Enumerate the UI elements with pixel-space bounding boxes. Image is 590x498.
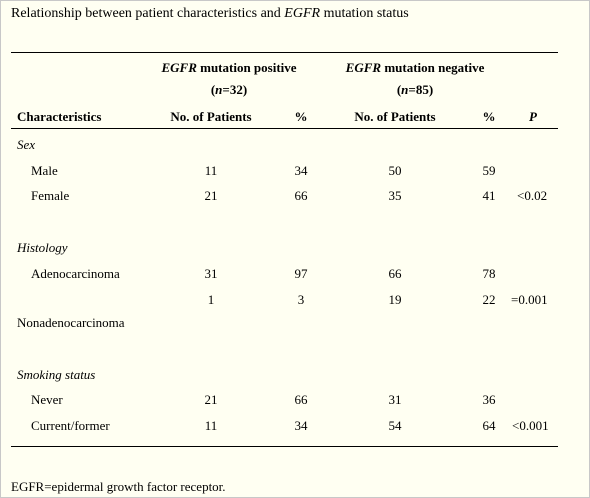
section-title-smoking: Smoking status bbox=[17, 367, 96, 382]
cell-neg-pct: 22 bbox=[482, 292, 496, 307]
cell-neg-pct: 41 bbox=[482, 188, 496, 203]
cell-neg-n: 50 bbox=[388, 163, 402, 178]
cell-neg-n: 19 bbox=[388, 292, 402, 307]
col-header-neg-patients: No. of Patients bbox=[354, 109, 436, 124]
cell-pos-pct: 3 bbox=[297, 292, 305, 307]
group-negative-gene: EGFR bbox=[345, 60, 382, 75]
col-header-neg-pct: % bbox=[482, 109, 496, 124]
group-negative-label: mutation negative bbox=[381, 60, 485, 75]
table-bottom-rule bbox=[11, 446, 558, 447]
group-header-negative: EGFR mutation negative bbox=[346, 60, 485, 76]
cell-pos-pct: 34 bbox=[294, 163, 308, 178]
cell-pos-n: 11 bbox=[204, 418, 218, 433]
cell-pos-pct: 66 bbox=[294, 392, 308, 407]
row-label: Adenocarcinoma bbox=[31, 266, 120, 281]
cell-pos-n: 31 bbox=[204, 266, 218, 281]
group-positive-n: (n=32) bbox=[211, 82, 247, 98]
n-open: ( bbox=[210, 82, 216, 97]
n-value: =32) bbox=[222, 82, 248, 97]
cell-p: =0.001 bbox=[511, 292, 548, 307]
row-label: Male bbox=[31, 163, 58, 178]
cell-pos-n: 1 bbox=[207, 292, 215, 307]
cell-pos-pct: 66 bbox=[294, 188, 308, 203]
cell-neg-n: 54 bbox=[388, 418, 402, 433]
header-bottom-rule bbox=[11, 128, 558, 129]
cell-neg-pct: 36 bbox=[482, 392, 496, 407]
caption-gene: EGFR bbox=[284, 6, 321, 21]
group-negative-n: (n=85) bbox=[397, 82, 433, 98]
cell-pos-pct: 97 bbox=[294, 266, 308, 281]
row-label: Never bbox=[31, 392, 63, 407]
n-value: =85) bbox=[408, 82, 434, 97]
section-title-sex: Sex bbox=[17, 137, 36, 152]
cell-neg-pct: 64 bbox=[482, 418, 496, 433]
col-header-pos-patients: No. of Patients bbox=[170, 109, 252, 124]
cell-p: <0.001 bbox=[512, 418, 549, 433]
cell-pos-n: 21 bbox=[204, 392, 218, 407]
caption-suffix: mutation status bbox=[320, 6, 409, 21]
section-title-histology: Histology bbox=[17, 240, 68, 255]
table-caption: Relationship between patient characteris… bbox=[11, 6, 409, 22]
n-open: ( bbox=[396, 82, 402, 97]
group-positive-label: mutation positive bbox=[196, 60, 297, 75]
col-header-pos-pct: % bbox=[294, 109, 308, 124]
caption-prefix: Relationship between patient characteris… bbox=[11, 6, 285, 21]
cell-pos-n: 21 bbox=[204, 188, 218, 203]
group-header-positive: EGFR mutation positive bbox=[161, 60, 296, 76]
n-var: n bbox=[215, 82, 223, 97]
row-label: Current/former bbox=[31, 418, 110, 433]
n-var: n bbox=[401, 82, 409, 97]
cell-p: <0.02 bbox=[517, 188, 548, 203]
table-footnote: EGFR=epidermal growth factor receptor. bbox=[11, 479, 226, 494]
cell-pos-pct: 34 bbox=[294, 418, 308, 433]
cell-pos-n: 11 bbox=[204, 163, 218, 178]
cell-neg-pct: 78 bbox=[482, 266, 496, 281]
cell-neg-n: 35 bbox=[388, 188, 402, 203]
cell-neg-n: 66 bbox=[388, 266, 402, 281]
table-top-rule bbox=[11, 52, 558, 53]
cell-neg-pct: 59 bbox=[482, 163, 496, 178]
row-label: Nonadenocarcinoma bbox=[17, 315, 125, 330]
col-header-p: P bbox=[529, 109, 537, 124]
cell-neg-n: 31 bbox=[388, 392, 402, 407]
group-positive-gene: EGFR bbox=[161, 60, 197, 75]
col-header-characteristics: Characteristics bbox=[17, 109, 102, 124]
row-label: Female bbox=[31, 188, 70, 203]
